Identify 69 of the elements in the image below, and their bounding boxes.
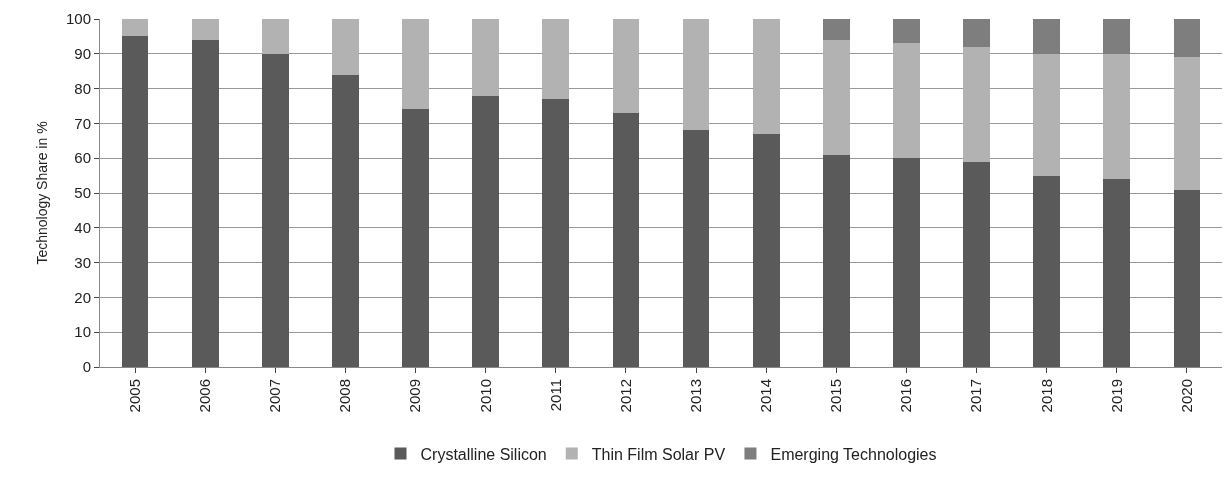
- x-tick-label: 2018: [1037, 379, 1055, 413]
- bar: [402, 109, 429, 367]
- bar: [542, 19, 570, 100]
- bar: [261, 53, 289, 367]
- bar: [682, 19, 710, 131]
- bar: [542, 99, 570, 367]
- legend-label: Thin Film Solar PV: [591, 445, 726, 463]
- x-tick-label: 2014: [757, 379, 775, 413]
- x-tick-label: 2015: [827, 379, 845, 413]
- bar: [963, 46, 990, 162]
- bar: [1033, 175, 1061, 367]
- y-tick-label: 90: [74, 45, 91, 63]
- x-tick-label: 2010: [476, 379, 494, 413]
- bar: [963, 19, 990, 47]
- x-tick-label: 2011: [546, 379, 564, 412]
- x-tick-label: 2008: [336, 379, 354, 413]
- bar: [121, 19, 149, 37]
- bar: [1173, 19, 1201, 58]
- bar: [191, 39, 219, 367]
- y-tick-label: 80: [74, 79, 91, 97]
- x-tick-label: 2009: [406, 379, 424, 413]
- x-tick-label: 2013: [686, 379, 704, 413]
- bar: [1173, 189, 1201, 367]
- x-tick-label: 2005: [125, 379, 143, 413]
- bar: [822, 19, 850, 40]
- bar: [1103, 19, 1131, 54]
- x-tick-label: 2020: [1177, 379, 1195, 413]
- bar: [261, 19, 289, 54]
- x-tick-label: 2012: [616, 379, 634, 413]
- bar: [332, 74, 359, 367]
- bar: [822, 39, 850, 155]
- legend-label: Crystalline Silicon: [420, 445, 547, 463]
- x-tick-label: 2007: [266, 379, 284, 413]
- bar: [893, 43, 920, 159]
- x-tick-label: 2006: [196, 379, 214, 413]
- bar: [822, 154, 850, 367]
- y-tick-label: 100: [65, 10, 91, 28]
- bar: [332, 19, 359, 75]
- bar: [1173, 57, 1201, 190]
- x-tick-label: 2019: [1107, 379, 1125, 413]
- bar: [752, 133, 780, 367]
- y-tick-label: 40: [74, 219, 91, 237]
- bar: [612, 19, 640, 113]
- y-axis-title: Technology Share in %: [33, 121, 50, 265]
- x-tick-label: 2016: [897, 379, 915, 413]
- bar: [472, 19, 500, 96]
- bar: [893, 19, 920, 44]
- bar: [121, 36, 149, 367]
- bar: [893, 158, 920, 367]
- bar: [472, 95, 500, 367]
- bar: [612, 112, 640, 367]
- bar: [963, 161, 990, 367]
- x-tick-label: 2017: [967, 379, 985, 413]
- y-tick-label: 20: [74, 288, 91, 306]
- bar: [682, 130, 710, 367]
- bar: [1103, 53, 1131, 180]
- bar: [191, 19, 219, 40]
- y-tick-label: 0: [82, 358, 91, 376]
- y-tick-label: 60: [74, 149, 91, 167]
- bar: [752, 19, 780, 134]
- y-tick-label: 50: [74, 184, 91, 202]
- y-tick-label: 30: [74, 253, 91, 271]
- y-tick-label: 70: [74, 114, 91, 132]
- y-tick-label: 10: [74, 323, 91, 341]
- bar: [402, 19, 429, 110]
- bar: [1033, 19, 1061, 54]
- legend-label: Emerging Technologies: [770, 445, 937, 463]
- bar: [1103, 179, 1131, 367]
- bar: [1033, 53, 1061, 176]
